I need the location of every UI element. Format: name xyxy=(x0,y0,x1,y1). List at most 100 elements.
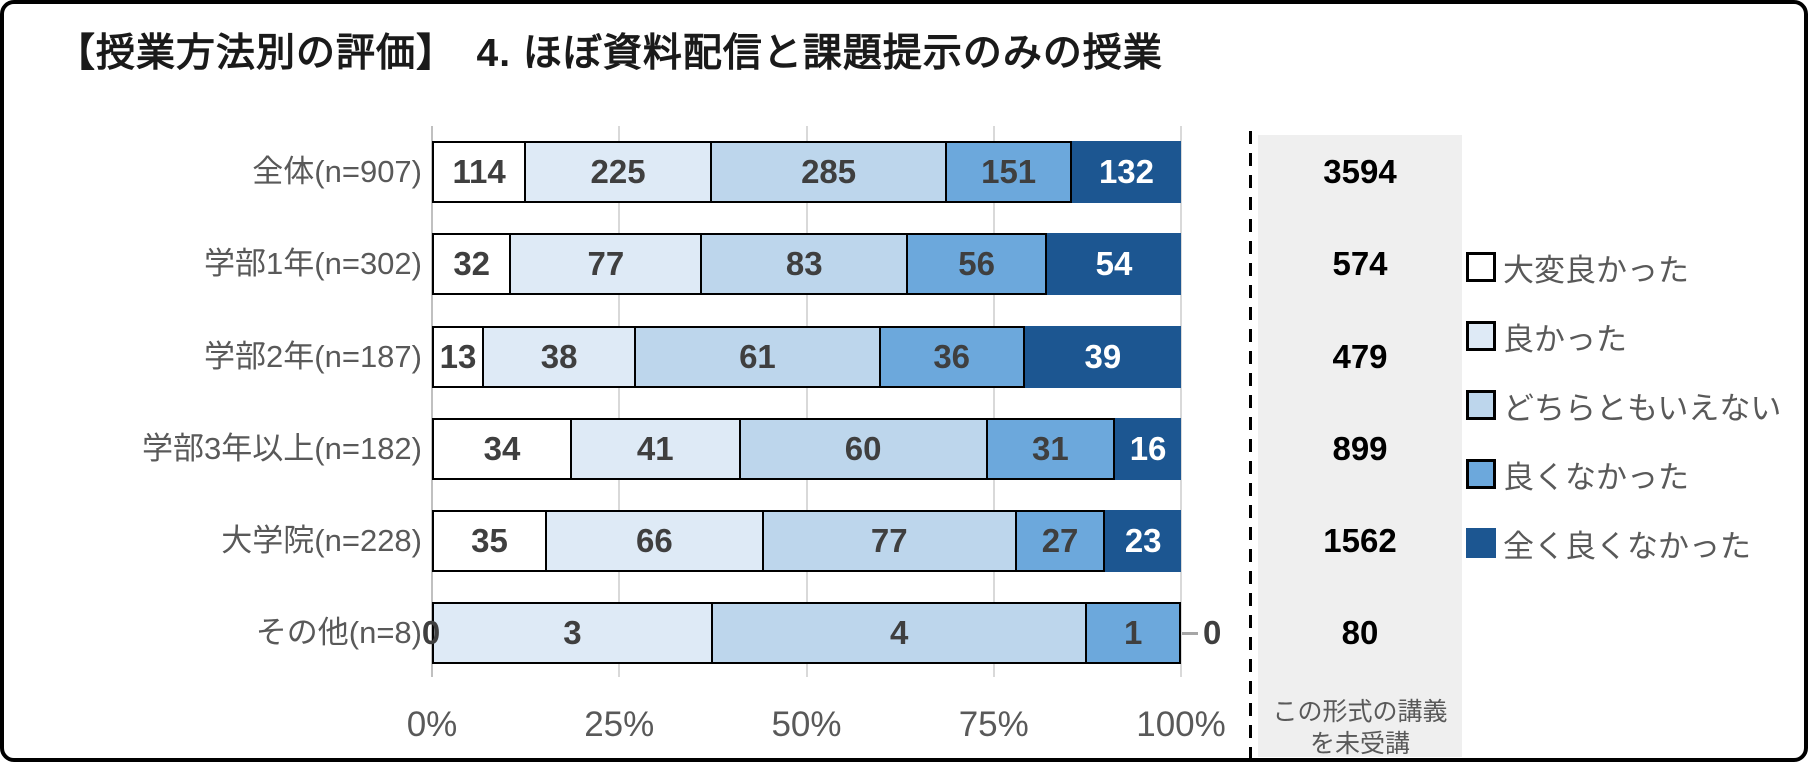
segment-value-label: 114 xyxy=(452,153,506,190)
segment-value-label: 23 xyxy=(1124,522,1162,559)
zero-value-label: 0 xyxy=(1203,614,1222,652)
legend-item: 全く良くなかった xyxy=(1466,509,1751,578)
segment-value-label: 151 xyxy=(981,153,1037,190)
not-taken-value: 1562 xyxy=(1323,522,1397,559)
bar-row: 13 38 61 36 39 xyxy=(432,325,1181,388)
bar-row: 34 41 60 31 16 xyxy=(432,417,1181,480)
segment-value-label: 285 xyxy=(801,153,857,190)
legend-label: 良くなかった xyxy=(1503,459,1689,495)
segment-value-label: 35 xyxy=(471,522,508,559)
bar-segment: 1 xyxy=(1087,602,1181,665)
bar-segment: 27 xyxy=(1016,510,1106,572)
category-label: 学部2年(n=187) xyxy=(204,338,422,374)
legend-item: どちらともいえない xyxy=(1466,371,1781,440)
segment-value-label: 77 xyxy=(870,522,908,559)
segment-value-label: 60 xyxy=(844,429,882,467)
legend-swatch-icon xyxy=(1466,390,1496,420)
segment-value-label: 16 xyxy=(1129,429,1167,467)
bar-segment: 54 xyxy=(1047,233,1181,296)
bar-segment: 151 xyxy=(947,141,1072,203)
segment-value-label: 66 xyxy=(636,522,673,559)
category-label: 学部1年(n=302) xyxy=(204,246,422,282)
bar-segment: 66 xyxy=(546,510,764,572)
not-taken-note-line2: を未受講 xyxy=(1309,730,1410,758)
bar-segment: 285 xyxy=(711,141,948,203)
page-title: 【授業方法別の評価】 4. ほぼ資料配信と課題提示のみの授業 xyxy=(56,32,1163,75)
bar-segment: 41 xyxy=(571,417,741,480)
legend-label: どちらともいえない xyxy=(1503,390,1782,426)
x-tick-label: 0% xyxy=(406,705,458,744)
x-tick-label: 25% xyxy=(584,705,655,744)
bar-segment: 77 xyxy=(763,510,1017,572)
segment-value-label: 32 xyxy=(453,245,491,283)
segment-value-label: 54 xyxy=(1095,245,1133,283)
bar-row: 32 77 83 56 54 xyxy=(432,233,1181,296)
gridline xyxy=(1180,126,1182,677)
bar-segment: 13 xyxy=(432,325,485,388)
bar-segment: 61 xyxy=(636,325,881,388)
category-label: 大学院(n=228) xyxy=(221,523,422,558)
legend-label: 良かった xyxy=(1503,321,1627,357)
segment-value-label: 36 xyxy=(933,337,971,375)
x-tick-label: 75% xyxy=(958,705,1029,744)
segment-value-label: 1 xyxy=(1124,614,1143,652)
bar-segment: 60 xyxy=(740,417,988,480)
bar-segment: 132 xyxy=(1071,141,1181,203)
bar-segment: 83 xyxy=(702,233,909,296)
legend-item: 良くなかった xyxy=(1466,440,1689,509)
segment-value-label: 34 xyxy=(483,429,521,467)
segment-value-label: 83 xyxy=(785,245,823,283)
bar-row: 0 3 4 1 0 xyxy=(422,602,1221,665)
bar-segment: 77 xyxy=(511,233,703,296)
bar-segment: 114 xyxy=(432,141,527,203)
legend-label: 全く良くなかった xyxy=(1503,528,1751,564)
x-tick-label: 50% xyxy=(771,705,842,744)
segment-value-label: 56 xyxy=(958,245,995,283)
bar-segment: 31 xyxy=(987,417,1116,480)
segment-value-label: 39 xyxy=(1084,337,1122,375)
segment-value-label: 41 xyxy=(636,429,674,467)
bar-segment: 34 xyxy=(432,417,572,480)
bar-segment: 35 xyxy=(432,510,547,572)
legend-item: 大変良かった xyxy=(1466,233,1689,302)
legend-swatch-icon xyxy=(1466,321,1496,351)
legend-label: 大変良かった xyxy=(1503,252,1689,288)
segment-value-label: 27 xyxy=(1041,522,1079,559)
not-taken-value: 80 xyxy=(1341,614,1379,652)
not-taken-value: 3594 xyxy=(1323,153,1397,190)
bar-segment: 39 xyxy=(1024,325,1181,388)
gridline xyxy=(618,126,621,677)
category-label: 学部3年以上(n=182) xyxy=(142,430,422,466)
legend-swatch-icon xyxy=(1466,252,1496,282)
gridline xyxy=(992,126,995,677)
bar-row: 114 225 285 151 132 xyxy=(432,141,1181,203)
segment-value-label: 31 xyxy=(1031,429,1069,467)
not-taken-panel xyxy=(1258,135,1462,757)
bar-segment: 3 xyxy=(432,602,713,665)
segment-value-label: 13 xyxy=(439,337,477,375)
not-taken-note-line1: この形式の講義 xyxy=(1272,698,1448,726)
bar-segment: 4 xyxy=(712,602,1088,665)
leader-line xyxy=(1182,631,1198,635)
category-label: その他(n=8) xyxy=(255,615,422,651)
bar-segment: 36 xyxy=(880,325,1025,388)
not-taken-note: この形式の講義 を未受講 xyxy=(1258,696,1462,758)
segment-value-label: 4 xyxy=(889,614,909,652)
bar-segment: 23 xyxy=(1105,510,1181,572)
x-tick-label: 100% xyxy=(1136,705,1226,744)
zero-value-callout: 0 xyxy=(1181,614,1221,652)
bar-segment: 56 xyxy=(908,233,1048,296)
category-label: 全体(n=907) xyxy=(252,154,422,189)
segment-value-label: 132 xyxy=(1098,153,1154,190)
not-taken-value: 574 xyxy=(1332,245,1388,283)
legend-swatch-icon xyxy=(1466,528,1496,558)
legend-swatch-icon xyxy=(1466,459,1496,489)
not-taken-value: 479 xyxy=(1332,337,1388,375)
zero-value-label: 0 xyxy=(421,614,441,652)
segment-value-label: 38 xyxy=(540,337,578,375)
bar-row: 35 66 77 27 23 xyxy=(432,510,1181,572)
segment-value-label: 61 xyxy=(739,337,776,375)
gridline xyxy=(431,126,433,677)
legend-item: 良かった xyxy=(1466,302,1627,371)
